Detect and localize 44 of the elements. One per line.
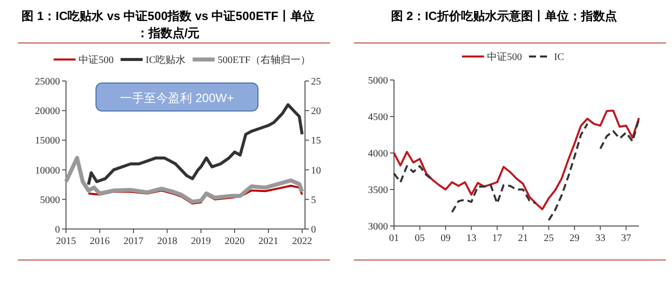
x-tick-label: 29 xyxy=(570,233,580,244)
note-box: 一手至今盈利 200W+ xyxy=(96,82,258,112)
y-tick-label: 3000 xyxy=(368,222,388,232)
y2-tick-label: 15 xyxy=(311,136,321,147)
y2-tick-label: 10 xyxy=(311,165,321,176)
x-tick-label: 2016 xyxy=(90,236,110,247)
y2-tick-label: 0 xyxy=(311,224,316,236)
legend-label: 中证500 xyxy=(78,54,114,66)
y2-tick-label: 20 xyxy=(311,106,321,118)
x-tick-label: 2021 xyxy=(258,236,278,247)
x-tick-label: 05 xyxy=(414,233,425,244)
x-tick-label: 2020 xyxy=(224,236,245,247)
y-tick-label: 3500 xyxy=(368,185,388,196)
legend-label: IC xyxy=(554,52,564,63)
y-tick-label: 25000 xyxy=(35,76,60,88)
legend-label: 500ETF（右轴归一） xyxy=(218,54,310,66)
x-tick-label: 25 xyxy=(544,233,554,244)
x-tick-label: 2017 xyxy=(124,236,144,247)
legend-label: 中证500 xyxy=(487,51,522,63)
chart-title: 图 1：IC吃贴水 vs 中证500指数 vs 中证500ETF丨单位：指数点/元 xyxy=(22,9,314,40)
x-tick-label: 2018 xyxy=(157,236,178,247)
x-tick-label: 01 xyxy=(389,233,399,244)
y-tick-label: 5000 xyxy=(40,194,60,206)
x-tick-label: 2019 xyxy=(190,236,211,247)
y-tick-label: 4000 xyxy=(368,148,388,160)
y-tick-label: 15000 xyxy=(35,136,60,147)
x-tick-label: 2015 xyxy=(56,236,76,247)
x-tick-label: 21 xyxy=(518,233,528,244)
x-tick-label: 2022 xyxy=(292,236,312,247)
y-tick-label: 0 xyxy=(55,224,60,236)
x-tick-label: 17 xyxy=(492,233,502,244)
annotation: 一手至今盈利 200W+ xyxy=(120,91,234,105)
chart-title: 图 2：IC折价吃贴水示意图丨单位：指数点 xyxy=(390,9,618,23)
y-tick-label: 10000 xyxy=(35,165,60,176)
y2-tick-label: 5 xyxy=(311,194,316,206)
y-tick-label: 20000 xyxy=(35,106,60,118)
x-tick-label: 13 xyxy=(466,233,476,244)
y2-tick-label: 25 xyxy=(311,76,321,88)
y-tick-label: 5000 xyxy=(368,76,388,86)
y-tick-label: 4500 xyxy=(368,112,388,123)
legend-label: IC吃贴水 xyxy=(146,54,186,66)
x-tick-label: 33 xyxy=(595,233,606,244)
x-tick-label: 09 xyxy=(440,233,451,244)
x-tick-label: 37 xyxy=(621,233,632,244)
